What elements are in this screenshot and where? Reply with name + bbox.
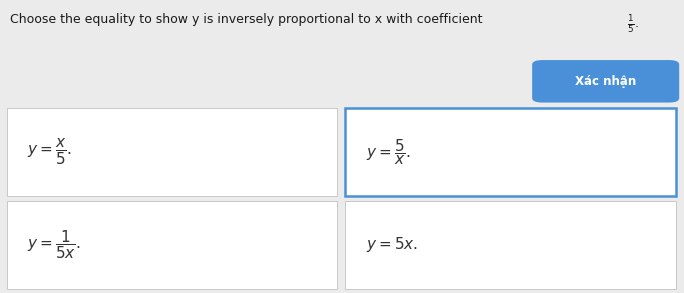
- FancyBboxPatch shape: [7, 108, 337, 196]
- FancyBboxPatch shape: [345, 201, 676, 289]
- Text: $y=\dfrac{5}{x}$.: $y=\dfrac{5}{x}$.: [366, 137, 411, 167]
- FancyBboxPatch shape: [532, 60, 679, 103]
- Text: $\frac{1}{5}$.: $\frac{1}{5}$.: [627, 13, 639, 35]
- Text: Xác nhận: Xác nhận: [575, 75, 636, 88]
- Text: $y=\dfrac{x}{5}$.: $y=\dfrac{x}{5}$.: [27, 137, 73, 167]
- FancyBboxPatch shape: [345, 108, 676, 196]
- Text: $y=\dfrac{1}{5x}$.: $y=\dfrac{1}{5x}$.: [27, 228, 81, 261]
- FancyBboxPatch shape: [7, 201, 337, 289]
- Text: $y=5x$.: $y=5x$.: [366, 235, 418, 254]
- Text: Choose the equality to show y is inversely proportional to x with coefficient: Choose the equality to show y is inverse…: [10, 13, 487, 26]
